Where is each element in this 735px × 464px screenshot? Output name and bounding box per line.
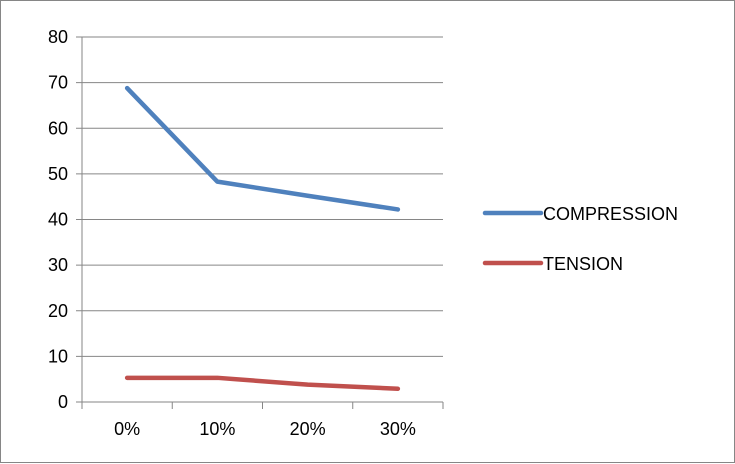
y-tick-label: 30 bbox=[48, 255, 68, 275]
series-lines bbox=[124, 85, 401, 392]
legend-label-tension: TENSION bbox=[543, 254, 623, 274]
x-tick-label: 30% bbox=[380, 419, 416, 439]
x-tick-label: 10% bbox=[199, 419, 235, 439]
series-line-tension bbox=[124, 375, 401, 392]
y-tick-label: 40 bbox=[48, 210, 68, 230]
axes bbox=[76, 36, 444, 409]
y-tick-label: 0 bbox=[58, 392, 68, 412]
y-tick-label: 60 bbox=[48, 118, 68, 138]
x-axis-tick-labels: 0% 10% 20% 30% bbox=[114, 419, 416, 439]
legend: COMPRESSION TENSION bbox=[482, 204, 678, 274]
y-tick-label: 70 bbox=[48, 73, 68, 93]
gridlines bbox=[82, 36, 443, 357]
x-tick-label: 0% bbox=[114, 419, 140, 439]
series-line-compression bbox=[124, 85, 401, 212]
y-tick-label: 20 bbox=[48, 301, 68, 321]
legend-label-compression: COMPRESSION bbox=[543, 204, 678, 224]
y-tick-label: 80 bbox=[48, 27, 68, 47]
y-tick-label: 10 bbox=[48, 346, 68, 366]
x-tick-label: 20% bbox=[290, 419, 326, 439]
y-tick-label: 50 bbox=[48, 164, 68, 184]
y-axis-tick-labels: 0 10 20 30 40 50 60 70 80 bbox=[48, 27, 68, 412]
